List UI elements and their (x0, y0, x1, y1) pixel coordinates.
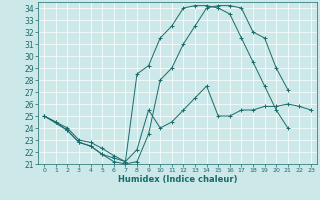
X-axis label: Humidex (Indice chaleur): Humidex (Indice chaleur) (118, 175, 237, 184)
